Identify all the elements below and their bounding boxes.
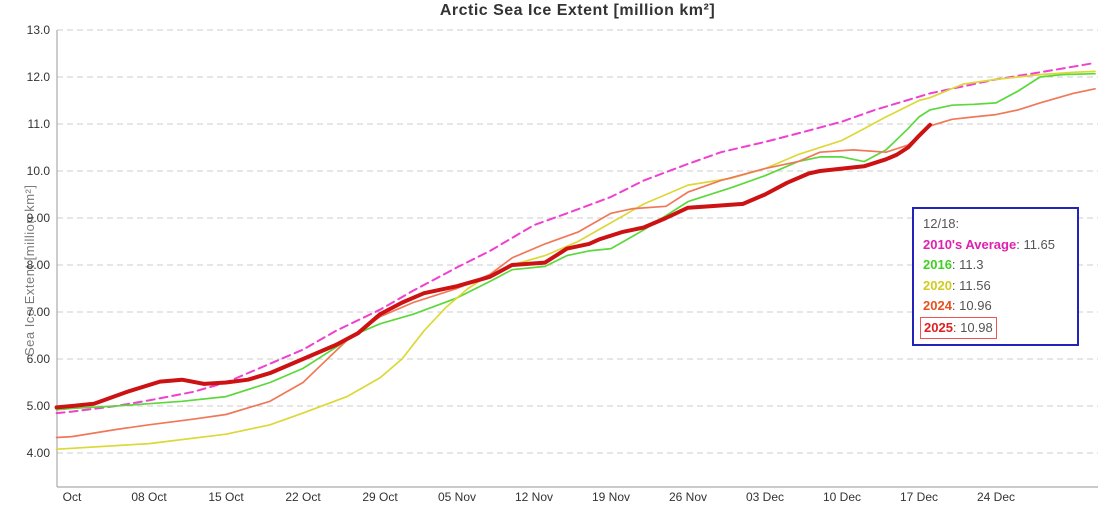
series-line-2016: [55, 72, 1096, 411]
x-tick-label: 03 Dec: [746, 490, 784, 504]
legend-separator: :: [1016, 236, 1024, 252]
legend-separator: :: [951, 257, 960, 272]
x-tick-label: 26 Nov: [669, 490, 707, 504]
x-tick-label: Oct: [63, 490, 82, 504]
y-tick-label: 7.00: [27, 305, 51, 319]
chart-title: Arctic Sea Ice Extent [million km²]: [439, 2, 716, 19]
x-tick-label: 22 Oct: [285, 490, 321, 504]
series-line-2024: [55, 87, 1096, 439]
legend-row: 2024: 10.96: [923, 296, 1072, 317]
legend-row: 2025: 10.98: [920, 316, 1072, 339]
legend-series-label: 2010's Average: [923, 236, 1017, 252]
legend-entry: 2024: 10.96: [923, 298, 992, 313]
y-tick-label: 4.00: [27, 446, 51, 460]
legend-entry: 2020: 11.56: [923, 278, 991, 293]
legend-entry-highlighted: 2025: 10.98: [920, 316, 997, 339]
x-tick-label: 05 Nov: [438, 490, 476, 504]
legend-entry: 2010's Average: 11.65: [923, 237, 1055, 252]
x-tick-label: 29 Oct: [362, 490, 398, 504]
series-line-2020: [55, 70, 1096, 451]
y-tick-label: 12.0: [27, 70, 51, 84]
x-tick-label: 24 Dec: [977, 490, 1015, 504]
legend-row: 2020: 11.56: [923, 276, 1072, 297]
x-tick-label: 10 Dec: [823, 490, 861, 504]
legend-entry: 2016: 11.3: [923, 257, 984, 272]
legend-date-header: 12/18:: [923, 216, 960, 231]
y-tick-label: 11.0: [28, 117, 51, 131]
legend-rows: 2010's Average: 11.65 2016: 11.3 2020: 11.…: [920, 235, 1072, 339]
legend-series-value: 11.65: [1023, 236, 1056, 252]
legend-separator: :: [951, 277, 960, 293]
legend-row: 2010's Average: 11.65: [923, 235, 1072, 256]
x-tick-label: 17 Dec: [900, 490, 938, 504]
x-tick-label: 08 Oct: [131, 490, 167, 504]
legend-separator: :: [952, 319, 961, 335]
legend-separator: :: [951, 298, 960, 313]
x-tick-label: 12 Nov: [515, 490, 553, 504]
legend-box: 12/18: 2010's Average: 11.65 2016: 11.3 20…: [912, 207, 1079, 346]
legend-series-value: 10.96: [959, 298, 992, 313]
legend-series-label: 2016: [923, 257, 952, 272]
y-tick-label: 9.00: [27, 211, 51, 225]
legend-row: 2016: 11.3: [923, 255, 1072, 276]
legend-series-label: 2024: [923, 298, 952, 313]
y-tick-label: 6.00: [27, 352, 51, 366]
series-line-2010-s-average: [55, 61, 1096, 415]
x-tick-label: 15 Oct: [208, 490, 244, 504]
legend-series-value: 10.98: [960, 319, 993, 335]
legend-series-value: 11.3: [959, 257, 984, 272]
x-tick-label: 19 Nov: [592, 490, 630, 504]
series-line-2025: [54, 122, 932, 410]
legend-series-label: 2020: [923, 277, 952, 293]
y-tick-label: 8.00: [27, 258, 51, 272]
y-tick-label: 5.00: [27, 399, 51, 413]
y-tick-label: 13.0: [27, 23, 51, 37]
legend-series-label: 2025: [924, 319, 953, 335]
y-tick-label: 10.0: [27, 164, 51, 178]
legend-series-value: 11.56: [959, 277, 991, 293]
